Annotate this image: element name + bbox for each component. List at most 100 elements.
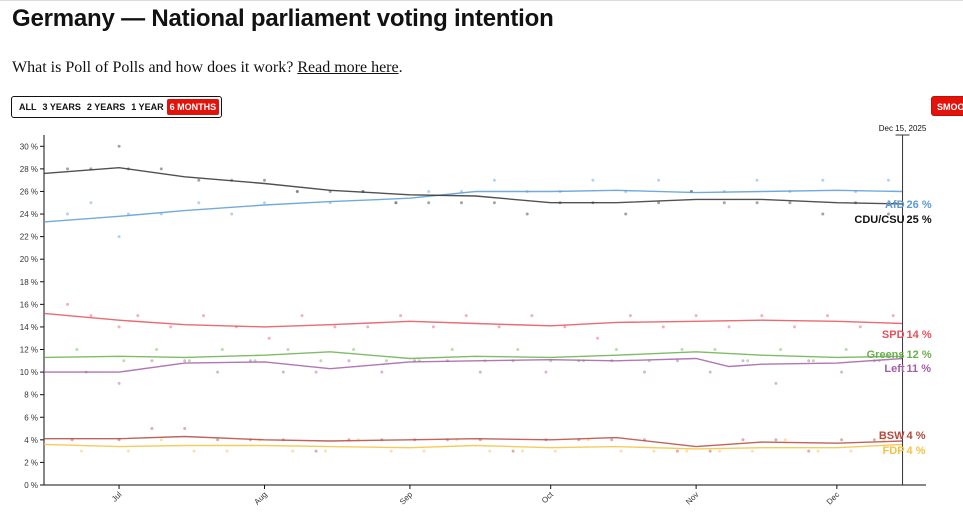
- poll-point-fdp: [422, 449, 426, 453]
- poll-point-left: [544, 370, 548, 374]
- poll-point-bsw: [840, 438, 844, 442]
- poll-point-fdp: [849, 449, 853, 453]
- poll-point-greens: [187, 359, 191, 363]
- poll-point-greens: [779, 348, 783, 351]
- page-title: Germany — National parliament voting int…: [12, 5, 554, 32]
- poll-point-spd: [366, 325, 370, 329]
- range-1-year-button[interactable]: 1 YEAR: [131, 102, 164, 112]
- intro-question: What is Poll of Polls and how does it wo…: [12, 59, 294, 76]
- poll-point-greens: [385, 359, 388, 363]
- range-all-button[interactable]: ALL: [19, 102, 37, 112]
- poll-point-spd: [760, 314, 764, 318]
- series-label-fdp: FDP: [883, 445, 905, 457]
- range-6-months-button[interactable]: 6 MONTHS: [166, 99, 220, 115]
- poll-point-left: [774, 381, 778, 385]
- y-tick-label: 10 %: [20, 368, 38, 377]
- poll-point-bsw: [216, 438, 220, 442]
- poll-point-left: [380, 370, 384, 374]
- trend-lines-layer: [43, 166, 903, 450]
- poll-point-left: [216, 370, 220, 374]
- range-2-years-button[interactable]: 2 YEARS: [86, 102, 126, 112]
- poll-point-spd: [300, 314, 304, 318]
- trend-line-greens: [43, 351, 903, 360]
- trend-line-left: [44, 357, 903, 373]
- poll-point-spd: [891, 314, 895, 318]
- poll-point-cducsu: [460, 201, 463, 205]
- y-tick-label: 18 %: [20, 278, 38, 287]
- series-label-bsw: BSW: [879, 430, 905, 442]
- poll-point-greens: [220, 348, 224, 351]
- poll-point-fdp: [192, 449, 196, 453]
- poll-point-left: [643, 370, 646, 374]
- poll-point-bsw: [807, 449, 811, 453]
- y-tick-label: 2 %: [24, 458, 38, 467]
- poll-point-cducsu: [887, 212, 890, 216]
- poll-point-greens: [319, 359, 323, 363]
- poll-point-spd: [497, 325, 501, 329]
- poll-point-spd: [66, 302, 69, 306]
- smooth-toggle-button[interactable]: SMOOTH: [931, 96, 963, 116]
- poll-point-bsw: [610, 438, 614, 442]
- poll-point-left: [117, 381, 121, 385]
- poll-point-cducsu: [821, 212, 825, 216]
- poll-point-bsw: [708, 449, 712, 453]
- poll-point-greens: [844, 348, 848, 351]
- poll-point-spd: [727, 325, 731, 329]
- poll-point-spd: [826, 314, 829, 318]
- poll-point-cducsu: [755, 201, 759, 205]
- poll-point-cducsu: [394, 201, 398, 205]
- poll-point-fdp: [816, 449, 820, 453]
- poll-point-spd: [858, 325, 862, 329]
- top-border: [0, 0, 963, 1]
- poll-point-greens: [352, 348, 356, 351]
- poll-point-greens: [122, 359, 126, 363]
- poll-point-bsw: [675, 449, 679, 453]
- poll-point-afd: [755, 178, 759, 182]
- poll-point-fdp: [389, 449, 393, 453]
- poll-point-greens: [746, 359, 750, 363]
- series-label-afd: AfD: [885, 199, 905, 211]
- poll-point-afd: [591, 178, 595, 182]
- poll-point-fdp: [159, 438, 163, 442]
- poll-point-spd: [169, 325, 173, 329]
- date-cursor[interactable]: Dec 15, 2025: [879, 124, 927, 485]
- poll-point-left: [150, 359, 154, 363]
- poll-point-cducsu: [788, 201, 792, 205]
- y-tick-label: 24 %: [20, 210, 38, 219]
- read-more-link[interactable]: Read more here: [297, 59, 399, 76]
- x-tick-label: Jul: [110, 490, 124, 504]
- x-tick-label: Aug: [252, 490, 268, 506]
- poll-point-cducsu: [657, 201, 661, 205]
- poll-point-spd: [431, 325, 435, 329]
- poll-point-fdp: [553, 449, 557, 453]
- poll-point-spd: [202, 314, 205, 318]
- poll-point-afd: [887, 178, 890, 182]
- poll-point-afd: [89, 201, 93, 205]
- trend-line-spd: [43, 312, 903, 328]
- range-3-years-button[interactable]: 3 YEARS: [42, 102, 81, 112]
- poll-point-bsw: [774, 438, 778, 442]
- x-tick-label: Nov: [684, 490, 700, 506]
- poll-point-afd: [66, 212, 69, 216]
- poll-point-fdp: [521, 449, 524, 453]
- poll-point-spd: [793, 325, 797, 329]
- poll-point-afd: [821, 178, 825, 182]
- series-label-spd: SPD: [882, 329, 905, 341]
- poll-point-left: [478, 370, 482, 374]
- poll-point-spd: [563, 325, 567, 329]
- y-tick-label: 12 %: [20, 346, 38, 355]
- poll-point-left: [183, 359, 187, 363]
- poll-point-greens: [614, 348, 618, 351]
- series-label-left: Left: [884, 363, 905, 375]
- y-tick-label: 6 %: [24, 413, 38, 422]
- voting-intention-chart: 0 % 2 % 4 % 6 % 8 % 10 % 12 % 14 % 16 % 18 % 20 % 2…: [20, 124, 932, 506]
- poll-point-afd: [394, 201, 398, 205]
- trend-line-bsw: [44, 435, 903, 448]
- poll-point-spd: [136, 314, 140, 318]
- poll-point-left: [347, 359, 351, 363]
- poll-point-afd: [117, 235, 121, 239]
- poll-point-spd: [333, 325, 337, 329]
- poll-point-greens: [155, 348, 159, 351]
- poll-point-fdp: [652, 449, 656, 453]
- poll-point-fdp: [718, 449, 722, 453]
